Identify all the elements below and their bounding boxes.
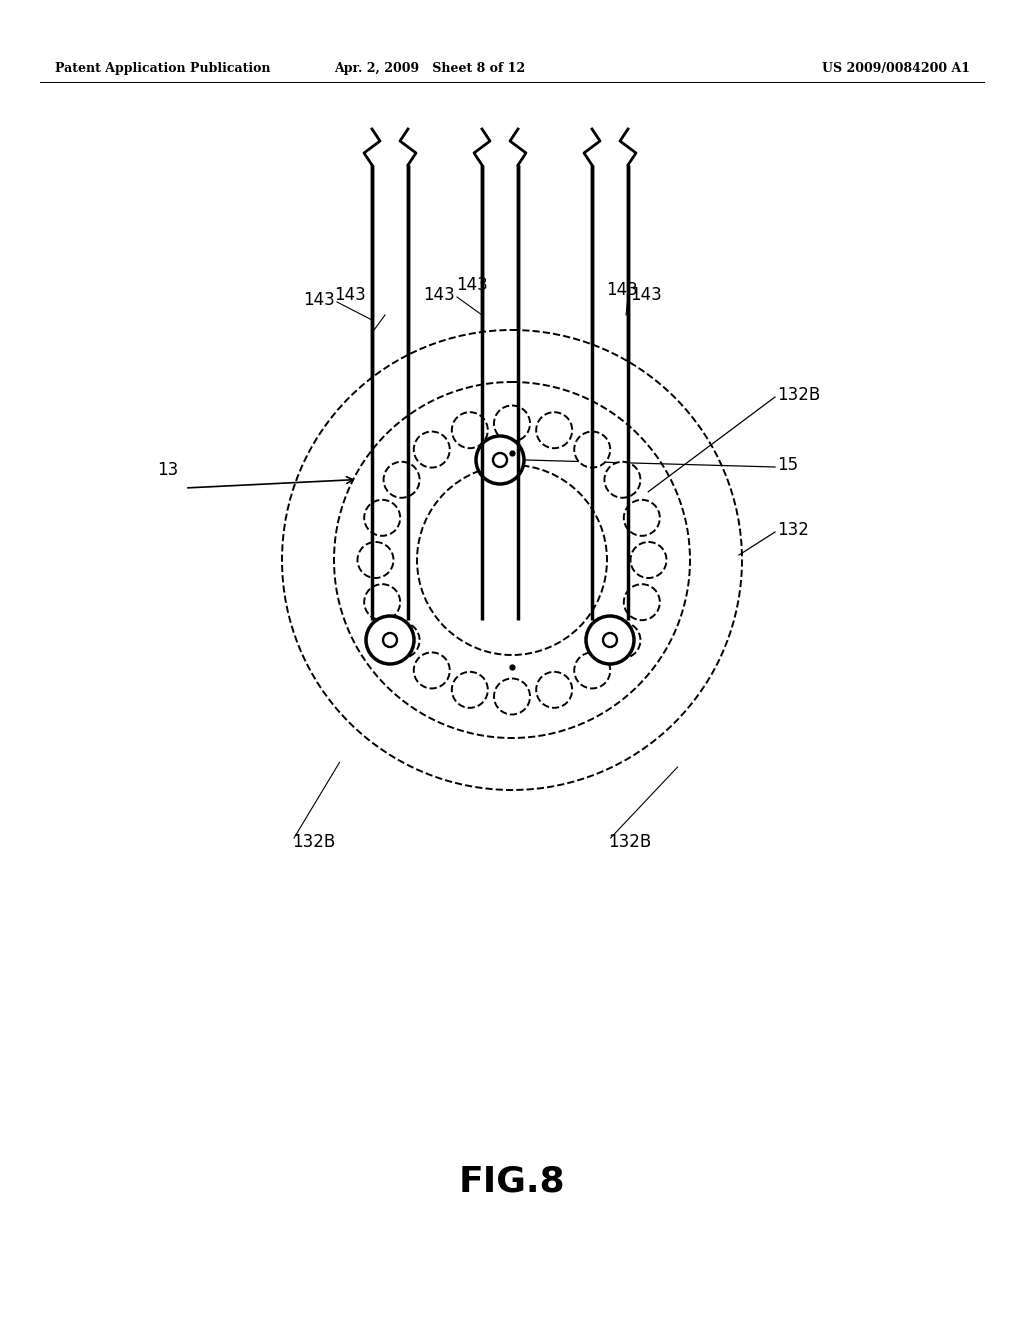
Circle shape (452, 672, 487, 708)
Circle shape (366, 616, 414, 664)
Text: 143: 143 (630, 286, 662, 304)
Text: 13: 13 (158, 461, 178, 479)
Circle shape (586, 616, 634, 664)
Circle shape (624, 585, 659, 620)
Circle shape (574, 652, 610, 689)
Circle shape (414, 652, 450, 689)
Text: 143: 143 (303, 290, 335, 309)
Circle shape (414, 432, 450, 467)
Text: US 2009/0084200 A1: US 2009/0084200 A1 (822, 62, 970, 75)
Circle shape (574, 432, 610, 467)
Text: 143: 143 (334, 286, 366, 304)
Text: 15: 15 (777, 455, 798, 474)
Circle shape (365, 585, 400, 620)
Text: Patent Application Publication: Patent Application Publication (55, 62, 270, 75)
Circle shape (476, 436, 524, 484)
Text: 132B: 132B (608, 833, 652, 851)
Text: FIG.8: FIG.8 (459, 1164, 565, 1199)
Circle shape (282, 330, 742, 789)
Circle shape (604, 462, 640, 498)
Text: 132: 132 (777, 521, 809, 539)
Circle shape (384, 622, 420, 659)
Circle shape (624, 500, 659, 536)
Text: Apr. 2, 2009   Sheet 8 of 12: Apr. 2, 2009 Sheet 8 of 12 (335, 62, 525, 75)
Circle shape (604, 622, 640, 659)
Circle shape (384, 462, 420, 498)
Circle shape (537, 412, 572, 449)
Text: 132B: 132B (777, 385, 820, 404)
Circle shape (537, 672, 572, 708)
Text: 143: 143 (423, 286, 455, 304)
Text: 143: 143 (606, 281, 638, 300)
Circle shape (357, 543, 393, 578)
Circle shape (494, 405, 530, 441)
Circle shape (631, 543, 667, 578)
Circle shape (452, 412, 487, 449)
Circle shape (494, 678, 530, 714)
Circle shape (365, 500, 400, 536)
Text: 132B: 132B (292, 833, 335, 851)
Text: 143: 143 (456, 276, 487, 294)
